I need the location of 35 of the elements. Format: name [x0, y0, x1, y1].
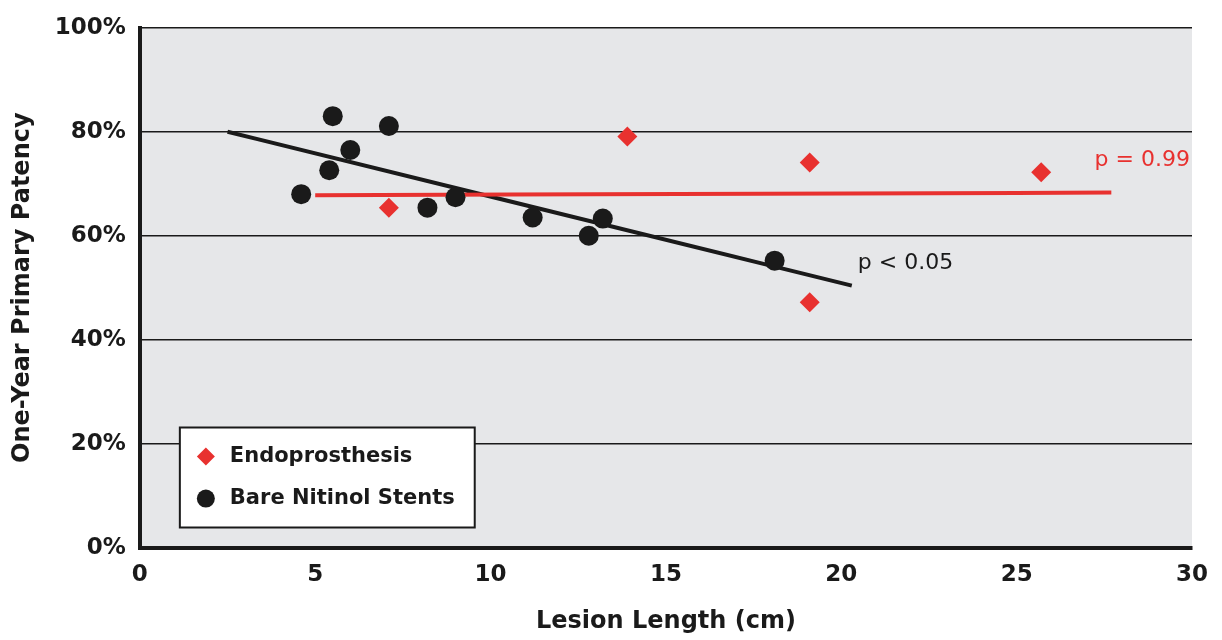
y-tick-label: 20% — [70, 428, 126, 455]
x-tick-label: 0 — [131, 560, 148, 587]
x-tick-label: 30 — [1175, 560, 1208, 587]
point — [799, 292, 820, 313]
point — [799, 152, 820, 173]
y-tick-label: 100% — [54, 12, 126, 39]
legend-label: Bare Nitinol Stents — [229, 485, 455, 510]
annotation: p < 0.05 — [857, 249, 954, 275]
annotation: p = 0.99 — [1094, 146, 1190, 172]
point — [592, 208, 613, 229]
point — [522, 207, 543, 228]
point — [1031, 162, 1052, 183]
y-tick-label: 40% — [70, 324, 126, 351]
point — [322, 106, 343, 127]
point — [340, 139, 361, 160]
x-tick-label: 25 — [1000, 560, 1033, 587]
y-tick-label: 60% — [70, 220, 126, 247]
y-axis-title: One-Year Primary Patency — [6, 112, 35, 463]
point — [319, 160, 340, 181]
x-tick-label: 20 — [825, 560, 858, 587]
point — [291, 184, 312, 205]
point — [417, 197, 438, 218]
point — [378, 116, 399, 137]
point — [578, 225, 599, 246]
legend-label: Endoprosthesis — [229, 443, 413, 468]
point — [445, 187, 466, 208]
y-tick-label: 80% — [70, 116, 126, 143]
y-tick-label: 0% — [86, 532, 126, 559]
point — [764, 250, 785, 271]
point — [617, 126, 638, 147]
point — [378, 197, 399, 218]
x-tick-label: 10 — [474, 560, 507, 587]
x-tick-label: 15 — [649, 560, 682, 587]
x-axis-title: Lesion Length (cm) — [535, 605, 796, 634]
x-tick-label: 5 — [307, 560, 324, 587]
